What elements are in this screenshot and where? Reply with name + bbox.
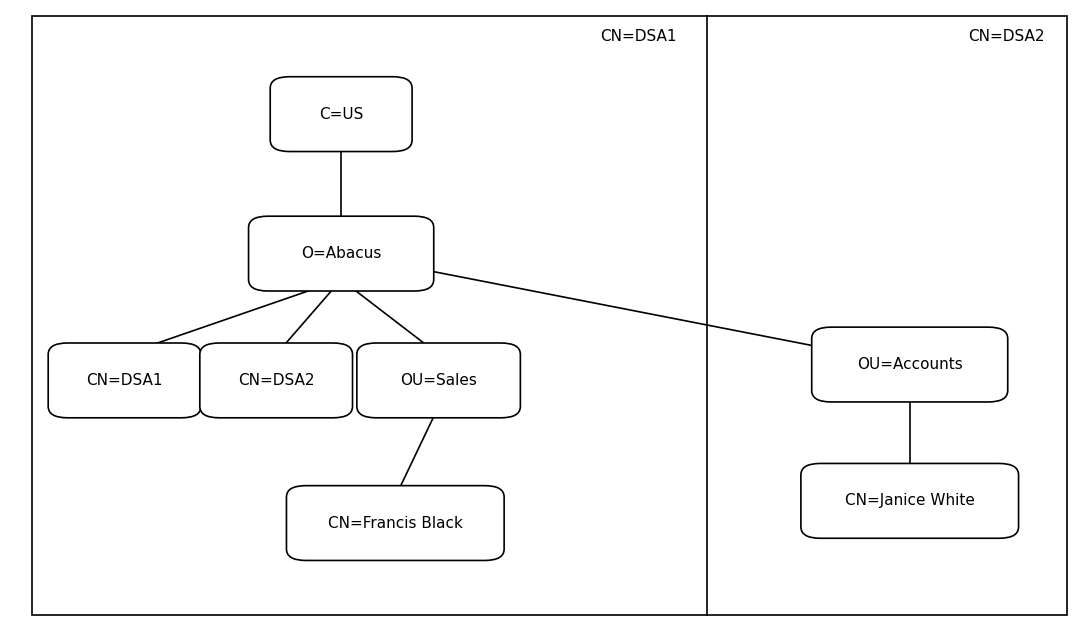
Text: CN=DSA1: CN=DSA1 [87, 373, 162, 388]
Text: CN=DSA2: CN=DSA2 [238, 373, 314, 388]
FancyBboxPatch shape [200, 343, 353, 418]
FancyBboxPatch shape [800, 463, 1018, 538]
Text: CN=Francis Black: CN=Francis Black [328, 515, 462, 531]
FancyBboxPatch shape [271, 77, 413, 152]
FancyBboxPatch shape [48, 343, 201, 418]
FancyBboxPatch shape [249, 216, 433, 291]
Text: O=Abacus: O=Abacus [301, 246, 381, 261]
FancyBboxPatch shape [812, 327, 1007, 402]
Text: C=US: C=US [319, 107, 363, 122]
Text: OU=Accounts: OU=Accounts [857, 357, 963, 372]
Text: CN=Janice White: CN=Janice White [845, 493, 975, 508]
Text: CN=DSA1: CN=DSA1 [600, 29, 677, 44]
FancyBboxPatch shape [357, 343, 521, 418]
Text: OU=Sales: OU=Sales [401, 373, 477, 388]
Text: CN=DSA2: CN=DSA2 [968, 29, 1045, 44]
FancyBboxPatch shape [286, 486, 504, 560]
